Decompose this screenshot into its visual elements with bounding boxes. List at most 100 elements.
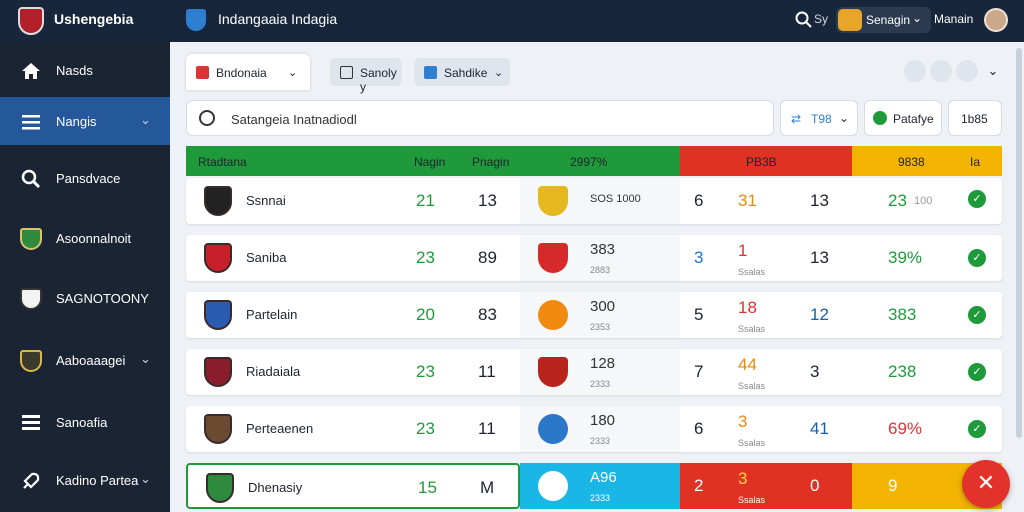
settings-button[interactable] bbox=[930, 60, 952, 82]
club-crest-icon bbox=[20, 288, 42, 310]
header-yellow[interactable]: 9838 Ia bbox=[852, 146, 1002, 176]
sort-dropdown[interactable]: ⇄ T98 ⌄ bbox=[780, 100, 858, 136]
value-c2-sub: Ssalas bbox=[738, 438, 766, 448]
center-value: 383 bbox=[590, 241, 616, 258]
sidebar-item-label: Sanoafia bbox=[56, 415, 108, 430]
table-row[interactable]: Saniba 23 89 383 2883 3 1 Ssalas 13 39% … bbox=[186, 235, 1002, 281]
page-title: Indangaaia Indagia bbox=[218, 11, 338, 27]
value-pct: 238 bbox=[888, 362, 917, 381]
check-icon[interactable]: ✓ bbox=[968, 420, 986, 438]
value-c2: 3 bbox=[738, 412, 748, 431]
table-row[interactable]: Riadaiala 23 11 128 2333 7 44 Ssalas 3 2… bbox=[186, 349, 1002, 395]
count-button[interactable]: 1b85 bbox=[948, 100, 1002, 136]
scrollbar[interactable] bbox=[1016, 48, 1022, 438]
value-a: 23 bbox=[416, 419, 435, 438]
center-cell: A96 2333 bbox=[520, 463, 680, 509]
tab-bndonaia[interactable]: Bndonaia ⌄ bbox=[186, 54, 310, 90]
sidebar-item-label: SAGNOTOONY bbox=[56, 291, 149, 306]
value-a: 23 bbox=[416, 362, 435, 381]
team-name: Perteaenen bbox=[246, 421, 314, 436]
club-crest-icon bbox=[204, 243, 232, 273]
stat-cell: 7 44 Ssalas 3 bbox=[680, 349, 852, 395]
value-c3: 0 bbox=[810, 476, 820, 495]
value-b: 89 bbox=[478, 248, 497, 267]
value-c1: 3 bbox=[694, 248, 704, 267]
tab-sanoly[interactable]: Sanoly y bbox=[330, 58, 402, 94]
rocket-icon bbox=[23, 472, 40, 489]
search-icon[interactable] bbox=[794, 10, 814, 30]
layout-button[interactable] bbox=[956, 60, 978, 82]
check-icon[interactable]: ✓ bbox=[968, 306, 986, 324]
club-crest-icon bbox=[204, 414, 232, 444]
action-button[interactable]: Patafye bbox=[864, 100, 942, 136]
badge-icon bbox=[838, 9, 862, 31]
chevron-down-icon[interactable]: ⌄ bbox=[987, 63, 999, 78]
tab-sahdike[interactable]: Sahdike ⌄ bbox=[414, 58, 510, 86]
sidebar-item-home[interactable]: Nasds bbox=[0, 46, 170, 94]
brand-name[interactable]: Ushengebia bbox=[54, 11, 134, 27]
club-crest-icon bbox=[538, 471, 568, 501]
club-crest-icon bbox=[196, 66, 209, 79]
search-icon bbox=[21, 169, 41, 189]
sidebar-item-list[interactable]: Sanoafia bbox=[0, 398, 170, 446]
stat-cell: 6 3 Ssalas 41 bbox=[680, 406, 852, 452]
club-crest-icon bbox=[20, 228, 42, 250]
team-cell: Riadaiala 23 11 bbox=[186, 349, 520, 395]
club-crest-icon bbox=[204, 357, 232, 387]
sidebar-item-search[interactable]: Pansdvace bbox=[0, 154, 170, 202]
pct-cell: 238 ✓ bbox=[852, 349, 1002, 395]
avatar[interactable] bbox=[984, 8, 1008, 32]
center-value: SOS 1000 bbox=[590, 193, 641, 205]
club-crest-icon bbox=[538, 243, 568, 273]
table-row[interactable]: Perteaenen 23 11 180 2333 6 3 Ssalas 41 … bbox=[186, 406, 1002, 452]
sidebar-item-club-white[interactable]: SAGNOTOONY bbox=[0, 274, 170, 322]
language-label[interactable]: Sy bbox=[814, 12, 829, 26]
user-chip[interactable]: Senagin ⌄ bbox=[836, 7, 931, 33]
sidebar-item-rocket[interactable]: Kadino Partea ⌄ bbox=[0, 456, 170, 504]
sidebar-item-club-green[interactable]: Asoonnalnoit bbox=[0, 214, 170, 262]
value-pct-sub: 100 bbox=[914, 195, 933, 207]
stat-cell: 5 18 Ssalas 12 bbox=[680, 292, 852, 338]
brand-logo[interactable] bbox=[18, 7, 44, 35]
table-row[interactable]: Partelain 20 83 300 2353 5 18 Ssalas 12 … bbox=[186, 292, 1002, 338]
value-c1: 6 bbox=[694, 419, 704, 438]
sidebar-item-label: Asoonnalnoit bbox=[56, 231, 132, 246]
center-value: 128 bbox=[590, 355, 616, 372]
shield-icon bbox=[186, 9, 206, 31]
center-sub: 2333 bbox=[590, 493, 611, 503]
tab-label: Sahdike bbox=[444, 66, 488, 80]
search-icon bbox=[199, 110, 215, 126]
stat-cell: 2 3 Ssalas 0 bbox=[680, 463, 852, 509]
search-value: Satangeia Inatnadiodl bbox=[231, 112, 357, 127]
zoom-button[interactable] bbox=[904, 60, 926, 82]
close-button[interactable]: ✕ bbox=[962, 460, 1010, 508]
table-row[interactable]: Ssnnai 21 13 SOS 1000 6 31 13 23 100 ✓ bbox=[186, 178, 1002, 224]
value-c2: 31 bbox=[738, 191, 757, 210]
club-crest-icon bbox=[538, 186, 568, 216]
check-icon bbox=[873, 111, 887, 125]
center-value: 180 bbox=[590, 412, 616, 429]
value-c2: 3 bbox=[738, 469, 748, 488]
check-icon[interactable]: ✓ bbox=[968, 190, 986, 208]
pct-cell: 23 100 ✓ bbox=[852, 178, 1002, 224]
stat-cell: 6 31 13 bbox=[680, 178, 852, 224]
check-icon[interactable]: ✓ bbox=[968, 363, 986, 381]
user-name[interactable]: Manain bbox=[934, 12, 974, 26]
tab-label: Sanoly y bbox=[360, 66, 397, 94]
calendar-icon bbox=[340, 66, 353, 79]
center-sub: 2333 bbox=[590, 436, 611, 446]
team-name: Dhenasiy bbox=[248, 480, 303, 495]
table-row[interactable]: Dhenasiy 15 M A96 2333 2 3 Ssalas 0 9 bbox=[186, 463, 1002, 509]
check-icon[interactable]: ✓ bbox=[968, 249, 986, 267]
club-crest-icon bbox=[204, 186, 232, 216]
sidebar-item-menu[interactable]: Nangis ⌄ bbox=[0, 97, 170, 145]
value-c3: 12 bbox=[810, 305, 829, 324]
search-input[interactable]: Satangeia Inatnadiodl bbox=[186, 100, 774, 136]
sidebar-item-club-dark[interactable]: Aaboaaagei ⌄ bbox=[0, 336, 170, 384]
count-label: 1b85 bbox=[961, 112, 988, 126]
center-value: A96 bbox=[590, 469, 617, 486]
header-col-c-cell[interactable]: 2997% bbox=[520, 146, 680, 176]
header-red[interactable]: PB3B bbox=[680, 146, 852, 176]
center-cell: 180 2333 bbox=[520, 406, 680, 452]
club-crest-icon bbox=[538, 300, 568, 330]
